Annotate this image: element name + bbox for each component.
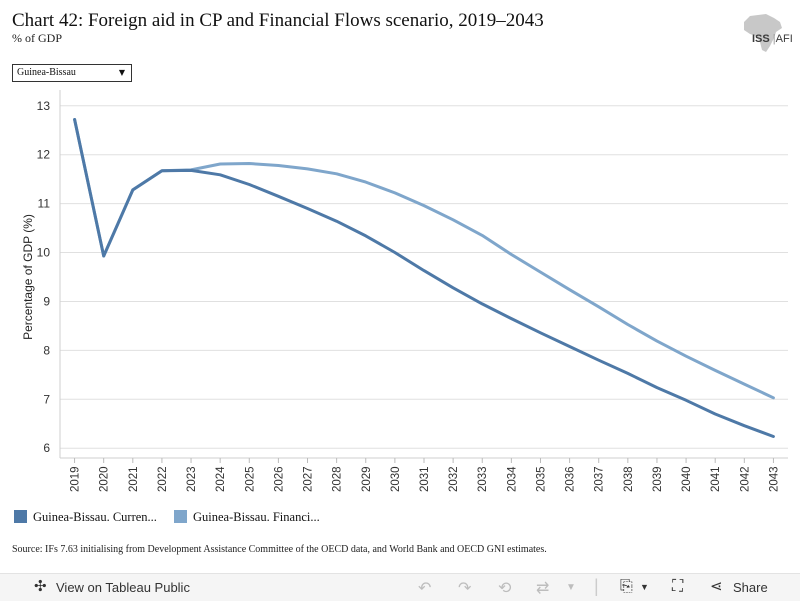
x-tick-label: 2031	[419, 466, 431, 492]
legend-item-financial[interactable]: Guinea-Bissau. Financi...	[174, 510, 320, 525]
x-tick-label: 2037	[594, 466, 606, 492]
y-tick-label: 8	[43, 343, 50, 357]
y-tick-label: 10	[37, 246, 51, 260]
view-on-tableau-link[interactable]: View on Tableau Public	[56, 580, 190, 595]
y-tick-label: 7	[43, 392, 50, 406]
x-tick-label: 2022	[157, 466, 169, 492]
refresh-icon[interactable]: ⇄	[536, 580, 550, 597]
africa-logo-icon	[744, 14, 782, 52]
x-tick-label: 2032	[448, 466, 460, 492]
x-tick-label: 2020	[99, 466, 111, 492]
share-icon[interactable]: ⋖	[710, 578, 723, 595]
download-icon[interactable]: ⎘	[620, 578, 633, 595]
legend-label-current: Guinea-Bissau. Curren...	[33, 510, 157, 524]
undo-icon[interactable]: ↶	[418, 580, 432, 597]
toolbar-divider: |	[594, 576, 599, 596]
share-button[interactable]: Share	[733, 580, 768, 595]
fullscreen-icon[interactable]: ⛶	[672, 578, 684, 595]
source-note: Source: IFs 7.63 initialising from Devel…	[12, 544, 547, 555]
x-tick-label: 2039	[652, 466, 664, 492]
y-tick-label: 9	[43, 294, 50, 308]
legend-item-current[interactable]: Guinea-Bissau. Curren...	[14, 510, 157, 525]
x-tick-label: 2027	[303, 466, 315, 492]
x-tick-label: 2024	[215, 466, 227, 492]
x-tick-label: 2029	[361, 466, 373, 492]
y-tick-label: 6	[43, 441, 50, 455]
x-tick-label: 2025	[244, 466, 256, 492]
y-axis-title: Percentage of GDP (%)	[21, 214, 35, 340]
x-tick-label: 2026	[273, 466, 285, 492]
y-tick-label: 12	[37, 148, 51, 162]
download-dropdown-icon[interactable]: ▼	[640, 582, 649, 592]
series-line-financial	[73, 118, 775, 400]
x-tick-label: 2019	[70, 466, 82, 492]
tableau-logo-icon: ✣	[34, 578, 47, 595]
line-chart: 6 7 8 9 10 11 12 13 2019 2020 2021 2022 2023 2024 2025…	[21, 90, 788, 492]
tableau-toolbar: ✣ View on Tableau Public ↶ ↷ ⟲ ⇄ ▼ | ⎘ ▼…	[0, 573, 800, 601]
x-tick-label: 2033	[477, 466, 489, 492]
country-dropdown-value: Guinea-Bissau	[17, 67, 76, 78]
x-tick-label: 2028	[332, 466, 344, 492]
y-tick-label: 11	[38, 197, 51, 211]
redo-icon[interactable]: ↷	[458, 580, 472, 597]
series-line-current	[73, 118, 775, 438]
country-dropdown[interactable]: Guinea-Bissau ▼	[12, 64, 132, 82]
x-tick-label: 2042	[739, 466, 751, 492]
x-tick-label: 2041	[710, 466, 722, 492]
x-tick-label: 2023	[186, 466, 198, 492]
x-tick-label: 2035	[535, 466, 547, 492]
x-tick-label: 2030	[390, 466, 402, 492]
legend-swatch-current	[14, 510, 27, 523]
x-tick-label: 2021	[128, 466, 140, 492]
logo-text-sub: AFI	[775, 33, 793, 45]
revert-icon[interactable]: ⟲	[498, 580, 512, 597]
logo-text-main: ISS	[752, 33, 770, 45]
x-tick-label: 2040	[681, 466, 693, 492]
x-tick-label: 2043	[768, 466, 780, 492]
chart-title: Chart 42: Foreign aid in CP and Financia…	[12, 10, 544, 31]
x-tick-label: 2034	[506, 466, 518, 492]
x-tick-label: 2036	[565, 466, 577, 492]
logo-text: ISS |AFI	[752, 33, 793, 45]
legend-label-financial: Guinea-Bissau. Financi...	[193, 510, 320, 524]
x-tick-label: 2038	[623, 466, 635, 492]
y-tick-label: 13	[37, 99, 51, 113]
legend-swatch-financial	[174, 510, 187, 523]
chart-subtitle: % of GDP	[12, 31, 62, 45]
dropdown-arrow-icon: ▼	[118, 68, 125, 77]
refresh-dropdown-icon[interactable]: ▼	[566, 582, 576, 593]
